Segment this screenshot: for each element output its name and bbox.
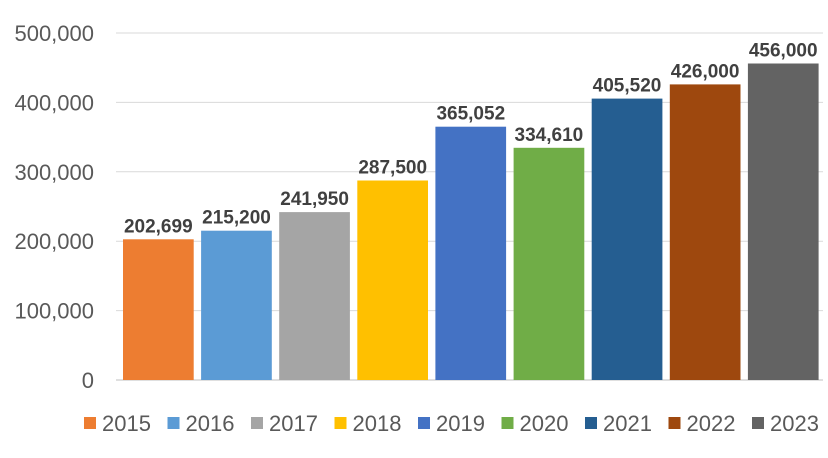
bar-2020 <box>513 147 585 380</box>
legend-label-2022: 2022 <box>687 411 736 436</box>
data-label-2018: 287,500 <box>358 158 427 179</box>
y-tick-label: 400,000 <box>14 90 94 115</box>
y-tick-label: 500,000 <box>14 21 94 46</box>
y-tick-label: 0 <box>82 368 94 393</box>
bars <box>123 63 819 381</box>
legend-swatch-2016 <box>167 417 180 429</box>
legend-swatch-2018 <box>334 417 347 429</box>
legend-swatch-2023 <box>752 417 764 429</box>
data-label-2019: 365,052 <box>436 104 505 125</box>
data-labels: 202,699 215,200 241,950 287,500 365,052 334,6… <box>124 41 818 238</box>
bar-2023 <box>747 63 819 380</box>
data-label-2015: 202,699 <box>124 216 193 237</box>
data-label-2020: 334,610 <box>515 125 584 146</box>
legend-label-2016: 2016 <box>186 411 235 436</box>
bar-2019 <box>435 126 507 380</box>
legend-swatch-2015 <box>84 417 96 429</box>
legend: 2015 2016 2017 2018 2019 2020 2021 2022 2023 <box>84 411 819 436</box>
data-label-2016: 215,200 <box>202 208 271 229</box>
legend-label-2020: 2020 <box>520 411 569 436</box>
bar-2018 <box>357 180 428 380</box>
data-label-2017: 241,950 <box>280 189 349 210</box>
y-tick-label: 100,000 <box>14 299 94 324</box>
bar-2015 <box>123 239 194 380</box>
legend-swatch-2019 <box>418 417 430 429</box>
legend-swatch-2021 <box>585 417 597 429</box>
y-axis: 0 100,000 200,000 300,000 400,000 500,000 <box>14 21 94 393</box>
legend-label-2021: 2021 <box>603 411 652 436</box>
legend-label-2018: 2018 <box>353 411 402 436</box>
legend-label-2017: 2017 <box>269 411 318 436</box>
y-tick-label: 300,000 <box>14 160 94 185</box>
y-tick-label: 200,000 <box>14 229 94 254</box>
legend-label-2019: 2019 <box>436 411 485 436</box>
data-label-2021: 405,520 <box>593 76 662 97</box>
data-label-2022: 426,000 <box>671 61 740 82</box>
legend-swatch-2022 <box>668 417 681 429</box>
data-label-2023: 456,000 <box>749 41 818 62</box>
legend-label-2023: 2023 <box>770 411 819 436</box>
bar-2016 <box>201 230 272 380</box>
bar-2021 <box>591 98 663 380</box>
bar-2022 <box>669 84 741 381</box>
legend-swatch-2017 <box>251 417 263 429</box>
legend-swatch-2020 <box>501 417 514 429</box>
bar-2017 <box>279 212 350 380</box>
legend-label-2015: 2015 <box>102 411 151 436</box>
